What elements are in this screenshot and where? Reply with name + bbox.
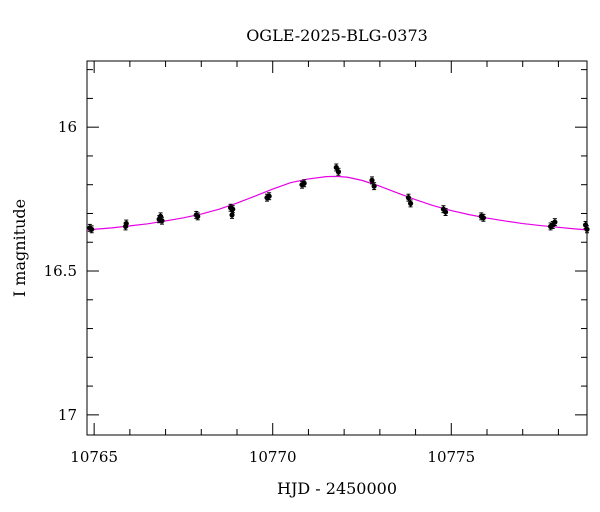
data-point [266, 193, 272, 199]
data-point [407, 200, 414, 207]
x-tick-label: 10770 [249, 448, 297, 466]
data-point [230, 206, 236, 212]
data-point [123, 220, 129, 227]
y-tick-label: 16 [58, 118, 77, 136]
x-tick-label: 10765 [70, 448, 118, 466]
data-point [405, 195, 412, 201]
y-axis-tick-labels: 16 16.5 17 [44, 118, 77, 424]
data-point [195, 213, 201, 219]
y-axis-label: I magnitude [10, 199, 29, 297]
data-point [301, 180, 307, 186]
data-point [335, 169, 342, 175]
data-point [229, 212, 235, 218]
data-points-layer [87, 163, 590, 234]
data-point [480, 215, 487, 221]
data-point [369, 177, 375, 183]
data-point [584, 226, 590, 232]
model-curve-layer [86, 175, 588, 231]
data-point [552, 219, 558, 225]
data-point [442, 209, 449, 215]
x-axis-tick-labels: 10765 10770 10775 [70, 448, 475, 466]
data-point [89, 226, 95, 232]
y-axis-ticks [87, 69, 587, 416]
x-axis-ticks [93, 61, 559, 435]
data-point [371, 183, 377, 189]
plot-frame [86, 60, 588, 436]
x-axis-label: HJD - 2450000 [277, 479, 397, 498]
y-tick-label: 17 [58, 406, 77, 424]
chart-title: OGLE-2025-BLG-0373 [246, 26, 428, 45]
model-curve [86, 175, 588, 231]
x-tick-label: 10775 [427, 448, 475, 466]
data-point [159, 218, 165, 224]
y-tick-label: 16.5 [44, 262, 77, 280]
